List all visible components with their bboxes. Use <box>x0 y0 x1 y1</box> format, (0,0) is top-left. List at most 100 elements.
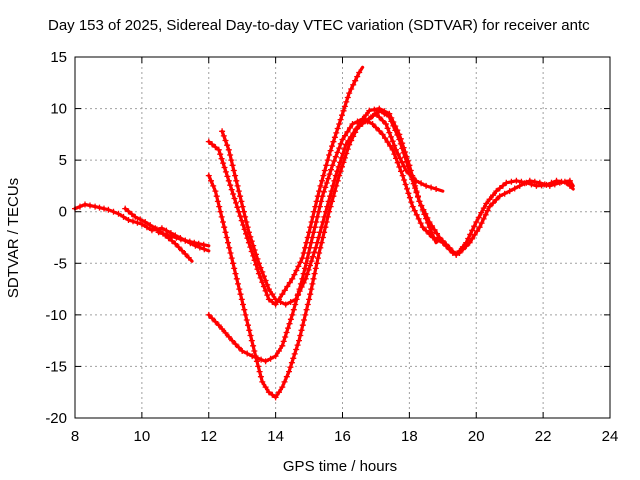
data-point-marker <box>297 332 304 339</box>
data-point-marker <box>284 283 291 290</box>
data-point-marker <box>293 346 300 353</box>
data-point-marker <box>210 182 217 189</box>
data-point-marker <box>227 250 234 256</box>
data-point-marker <box>324 157 331 164</box>
data-point-marker <box>376 127 383 134</box>
data-point-marker <box>269 391 276 398</box>
data-point-marker <box>469 227 476 234</box>
data-point-marker <box>391 151 398 158</box>
data-point-marker <box>383 121 389 127</box>
data-point-marker <box>490 200 496 207</box>
data-point-marker <box>262 384 269 391</box>
data-point-marker <box>426 231 433 238</box>
data-point-marker <box>213 193 220 200</box>
data-point-marker <box>352 129 359 136</box>
data-point-marker <box>309 253 316 260</box>
data-point-marker <box>77 203 83 210</box>
data-point-marker <box>501 190 508 197</box>
data-point-marker <box>257 373 264 380</box>
data-point-marker <box>309 234 316 241</box>
data-point-marker <box>471 223 478 230</box>
data-point-marker <box>254 255 261 262</box>
data-point-marker <box>218 213 225 220</box>
data-point-marker <box>410 180 417 187</box>
data-point-marker <box>420 206 427 213</box>
data-point-marker <box>318 198 325 205</box>
data-point-marker <box>241 306 248 313</box>
data-point-marker <box>311 270 318 277</box>
data-point-marker <box>277 299 284 305</box>
data-point-marker <box>315 208 322 215</box>
data-point-marker <box>191 239 198 246</box>
data-point-marker <box>396 164 403 170</box>
data-point-marker <box>304 255 311 262</box>
data-point-marker <box>137 216 144 223</box>
data-point-marker <box>214 198 221 205</box>
data-point-marker <box>209 141 216 148</box>
data-point-marker <box>563 179 570 186</box>
data-point-marker <box>148 227 155 234</box>
data-point-marker <box>419 224 426 231</box>
data-point-marker <box>237 193 244 200</box>
data-point-marker <box>232 172 239 179</box>
data-point-marker <box>333 129 340 136</box>
data-point-marker <box>392 127 399 134</box>
data-point-marker <box>222 329 229 336</box>
data-point-marker <box>235 208 242 215</box>
data-point-marker <box>87 202 93 209</box>
data-point-marker <box>258 356 265 363</box>
data-point-marker <box>386 129 393 136</box>
data-point-marker <box>262 287 269 294</box>
data-point-marker <box>249 353 256 360</box>
data-point-marker <box>496 185 503 192</box>
data-point-marker <box>387 143 394 149</box>
y-tick-label: 0 <box>59 204 67 221</box>
data-point-marker <box>340 107 347 114</box>
data-point-marker <box>248 238 255 245</box>
data-point-marker <box>322 224 329 231</box>
data-point-marker <box>312 265 319 272</box>
data-point-marker <box>337 140 344 147</box>
data-point-marker <box>158 225 165 232</box>
data-point-marker <box>344 128 351 135</box>
data-point-marker <box>343 150 350 157</box>
data-point-marker <box>209 315 216 322</box>
data-point-marker <box>276 389 282 396</box>
data-point-marker <box>418 202 425 209</box>
data-point-marker <box>315 255 321 262</box>
data-point-marker <box>265 296 272 303</box>
data-point-marker <box>283 373 290 380</box>
data-point-marker <box>152 225 159 232</box>
data-point-marker <box>548 179 555 186</box>
data-point-marker <box>221 164 228 171</box>
data-point-marker <box>110 208 117 215</box>
data-point-marker <box>386 113 393 120</box>
series-arc-3 <box>155 229 211 248</box>
data-point-marker <box>356 69 363 76</box>
data-point-marker <box>416 198 423 205</box>
data-point-marker <box>215 322 222 329</box>
data-point-marker <box>316 188 323 195</box>
data-point-marker <box>384 125 391 132</box>
data-point-marker <box>281 378 288 385</box>
data-point-marker <box>426 219 433 225</box>
data-point-marker <box>134 219 141 226</box>
data-point-marker <box>296 337 302 344</box>
data-point-marker <box>304 301 311 308</box>
data-point-marker <box>394 132 401 138</box>
data-point-marker <box>179 247 185 254</box>
x-tick-label: 10 <box>134 428 151 445</box>
data-point-marker <box>318 239 325 246</box>
data-point-marker <box>347 124 353 131</box>
data-point-marker <box>259 378 266 385</box>
data-point-marker <box>336 145 343 152</box>
data-point-marker <box>130 218 136 225</box>
data-point-marker <box>409 203 416 210</box>
data-point-marker <box>173 234 180 241</box>
data-point-marker <box>308 258 315 265</box>
data-point-marker <box>323 180 330 186</box>
data-point-marker <box>424 214 431 221</box>
data-point-marker <box>329 143 335 150</box>
data-point-marker <box>486 203 493 210</box>
data-point-marker <box>319 193 326 200</box>
